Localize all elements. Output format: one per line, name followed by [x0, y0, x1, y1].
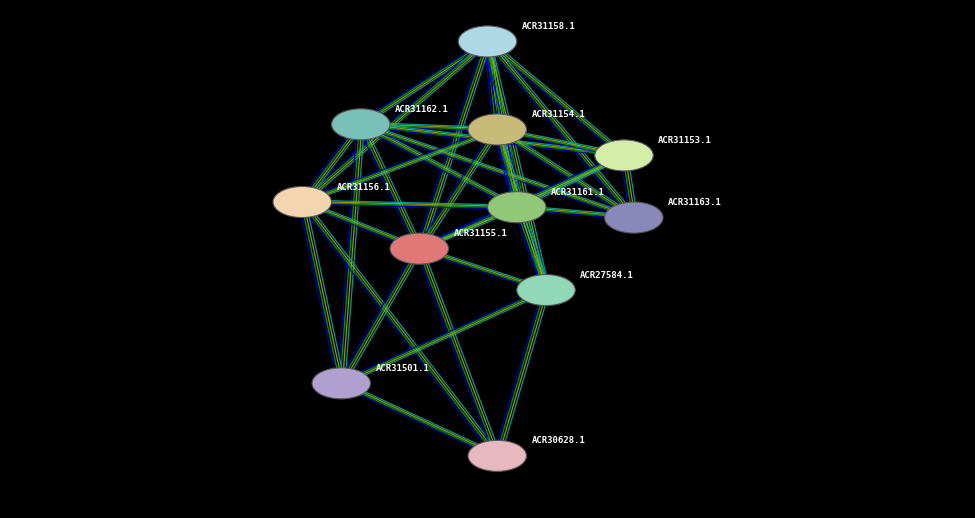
Circle shape [458, 26, 517, 57]
Circle shape [488, 192, 546, 223]
Text: ACR31155.1: ACR31155.1 [453, 229, 507, 238]
Circle shape [517, 275, 575, 306]
Circle shape [273, 186, 332, 218]
Text: ACR31156.1: ACR31156.1 [336, 183, 390, 192]
Circle shape [595, 140, 653, 171]
Circle shape [468, 440, 526, 471]
Circle shape [390, 233, 448, 264]
Text: ACR31154.1: ACR31154.1 [531, 110, 585, 119]
Text: ACR27584.1: ACR27584.1 [580, 271, 634, 280]
Text: ACR31161.1: ACR31161.1 [551, 188, 604, 197]
Text: ACR31501.1: ACR31501.1 [375, 364, 429, 373]
Circle shape [312, 368, 370, 399]
Circle shape [468, 114, 526, 145]
Text: ACR31162.1: ACR31162.1 [395, 105, 448, 114]
Circle shape [604, 202, 663, 233]
Text: ACR31163.1: ACR31163.1 [668, 198, 721, 207]
Circle shape [332, 109, 390, 140]
Text: ACR30628.1: ACR30628.1 [531, 437, 585, 445]
Text: ACR31158.1: ACR31158.1 [522, 22, 575, 31]
Text: ACR31153.1: ACR31153.1 [658, 136, 712, 145]
